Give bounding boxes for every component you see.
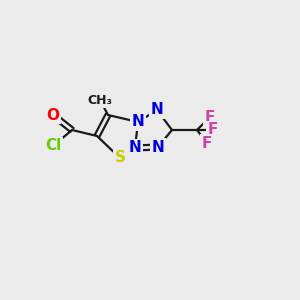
Text: N: N [151,103,164,118]
Text: N: N [132,115,144,130]
Text: S: S [115,151,125,166]
Text: F: F [202,136,212,151]
Text: F: F [208,122,218,137]
Text: Cl: Cl [45,139,61,154]
Text: CH₃: CH₃ [88,94,112,106]
Text: O: O [46,107,59,122]
Text: N: N [152,140,164,154]
Text: N: N [129,140,141,155]
Text: F: F [205,110,215,124]
